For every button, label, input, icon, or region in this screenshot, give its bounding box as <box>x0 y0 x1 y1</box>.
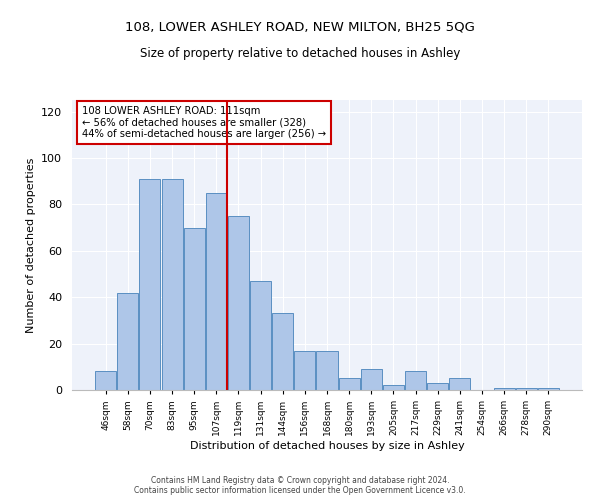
Bar <box>449 378 470 390</box>
Bar <box>338 378 359 390</box>
Text: 108, LOWER ASHLEY ROAD, NEW MILTON, BH25 5QG: 108, LOWER ASHLEY ROAD, NEW MILTON, BH25… <box>125 20 475 33</box>
Bar <box>118 292 139 390</box>
X-axis label: Distribution of detached houses by size in Ashley: Distribution of detached houses by size … <box>190 441 464 451</box>
Bar <box>250 281 271 390</box>
Bar <box>228 216 249 390</box>
Bar <box>184 228 205 390</box>
Bar <box>538 388 559 390</box>
Bar <box>427 383 448 390</box>
Bar <box>515 388 536 390</box>
Y-axis label: Number of detached properties: Number of detached properties <box>26 158 35 332</box>
Text: 108 LOWER ASHLEY ROAD: 111sqm
← 56% of detached houses are smaller (328)
44% of : 108 LOWER ASHLEY ROAD: 111sqm ← 56% of d… <box>82 106 326 139</box>
Bar <box>383 386 404 390</box>
Bar <box>161 179 182 390</box>
Bar <box>272 314 293 390</box>
Bar <box>405 372 426 390</box>
Bar <box>494 388 515 390</box>
Bar <box>95 372 116 390</box>
Bar <box>139 179 160 390</box>
Bar <box>361 369 382 390</box>
Text: Contains HM Land Registry data © Crown copyright and database right 2024.
Contai: Contains HM Land Registry data © Crown c… <box>134 476 466 495</box>
Text: Size of property relative to detached houses in Ashley: Size of property relative to detached ho… <box>140 48 460 60</box>
Bar <box>295 350 316 390</box>
Bar <box>316 350 338 390</box>
Bar <box>206 193 227 390</box>
